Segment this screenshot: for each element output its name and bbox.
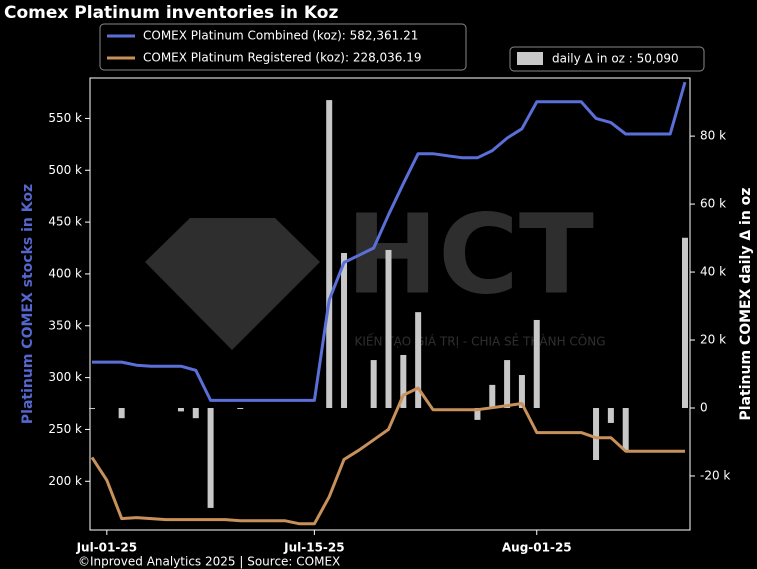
bar: [622, 407, 629, 451]
y-tick-label: 550 k: [48, 111, 82, 125]
bar: [489, 384, 496, 408]
bar: [177, 407, 184, 412]
bar: [400, 354, 407, 408]
legend-label: COMEX Platinum Combined (koz): 582,361.2…: [143, 29, 418, 43]
chart-title: Comex Platinum inventories in Koz: [4, 3, 338, 23]
bar: [682, 237, 688, 408]
bar: [326, 100, 333, 408]
y-axis-title: Platinum COMEX stocks in Koz: [20, 184, 36, 424]
y-tick-label: 300 k: [48, 370, 82, 384]
y2-tick-label: 20 k: [700, 333, 726, 347]
bar: [533, 319, 540, 408]
y2-tick-label: 60 k: [700, 197, 726, 211]
bar: [518, 375, 525, 408]
bar: [118, 407, 125, 419]
bar: [192, 407, 199, 419]
y-tick-label: 350 k: [48, 318, 82, 332]
bar: [474, 407, 481, 420]
bar: [237, 407, 244, 410]
y-tick-label: 250 k: [48, 422, 82, 436]
x-tick-label: Aug-01-25: [502, 541, 572, 555]
y-tick-label: 450 k: [48, 215, 82, 229]
bar: [607, 407, 614, 423]
y-tick-label: 400 k: [48, 266, 82, 280]
legend-box: [509, 46, 705, 72]
bar: [385, 249, 392, 408]
y2-tick-label: 0: [700, 400, 708, 414]
x-tick-label: Jul-15-25: [283, 541, 344, 555]
y-tick-label: 500 k: [48, 163, 82, 177]
legend-label: COMEX Platinum Registered (koz): 228,036…: [143, 51, 422, 65]
bar: [504, 360, 511, 408]
legend-label: daily Δ in oz : 50,090: [552, 52, 679, 66]
legend-swatch: [517, 52, 543, 65]
bar: [370, 360, 377, 408]
bar: [593, 407, 600, 460]
legend-box: [99, 23, 467, 71]
source-note: ©Inproved Analytics 2025 | Source: COMEX: [78, 555, 340, 569]
series-line: [90, 386, 685, 526]
x-tick-label: Jul-01-25: [76, 541, 137, 555]
watermark-diamond: [145, 218, 320, 350]
plot-frame: [89, 77, 691, 531]
bar: [341, 253, 348, 408]
y2-tick-label: 40 k: [700, 265, 726, 279]
y-tick-label: 200 k: [48, 474, 82, 488]
bar: [207, 407, 214, 508]
y2-tick-label: -20 k: [700, 468, 730, 482]
watermark-logo: HCT: [346, 190, 594, 318]
series-line: [92, 81, 687, 402]
bar: [415, 312, 422, 408]
bar: [89, 407, 95, 410]
y2-axis-title: Platinum COMEX daily Δ in oz: [738, 188, 754, 421]
watermark-slogan: KIẾN TẠO GIÁ TRỊ - CHIA SẺ THÀNH CÔNG: [354, 333, 605, 349]
y2-tick-label: 80 k: [700, 129, 726, 143]
